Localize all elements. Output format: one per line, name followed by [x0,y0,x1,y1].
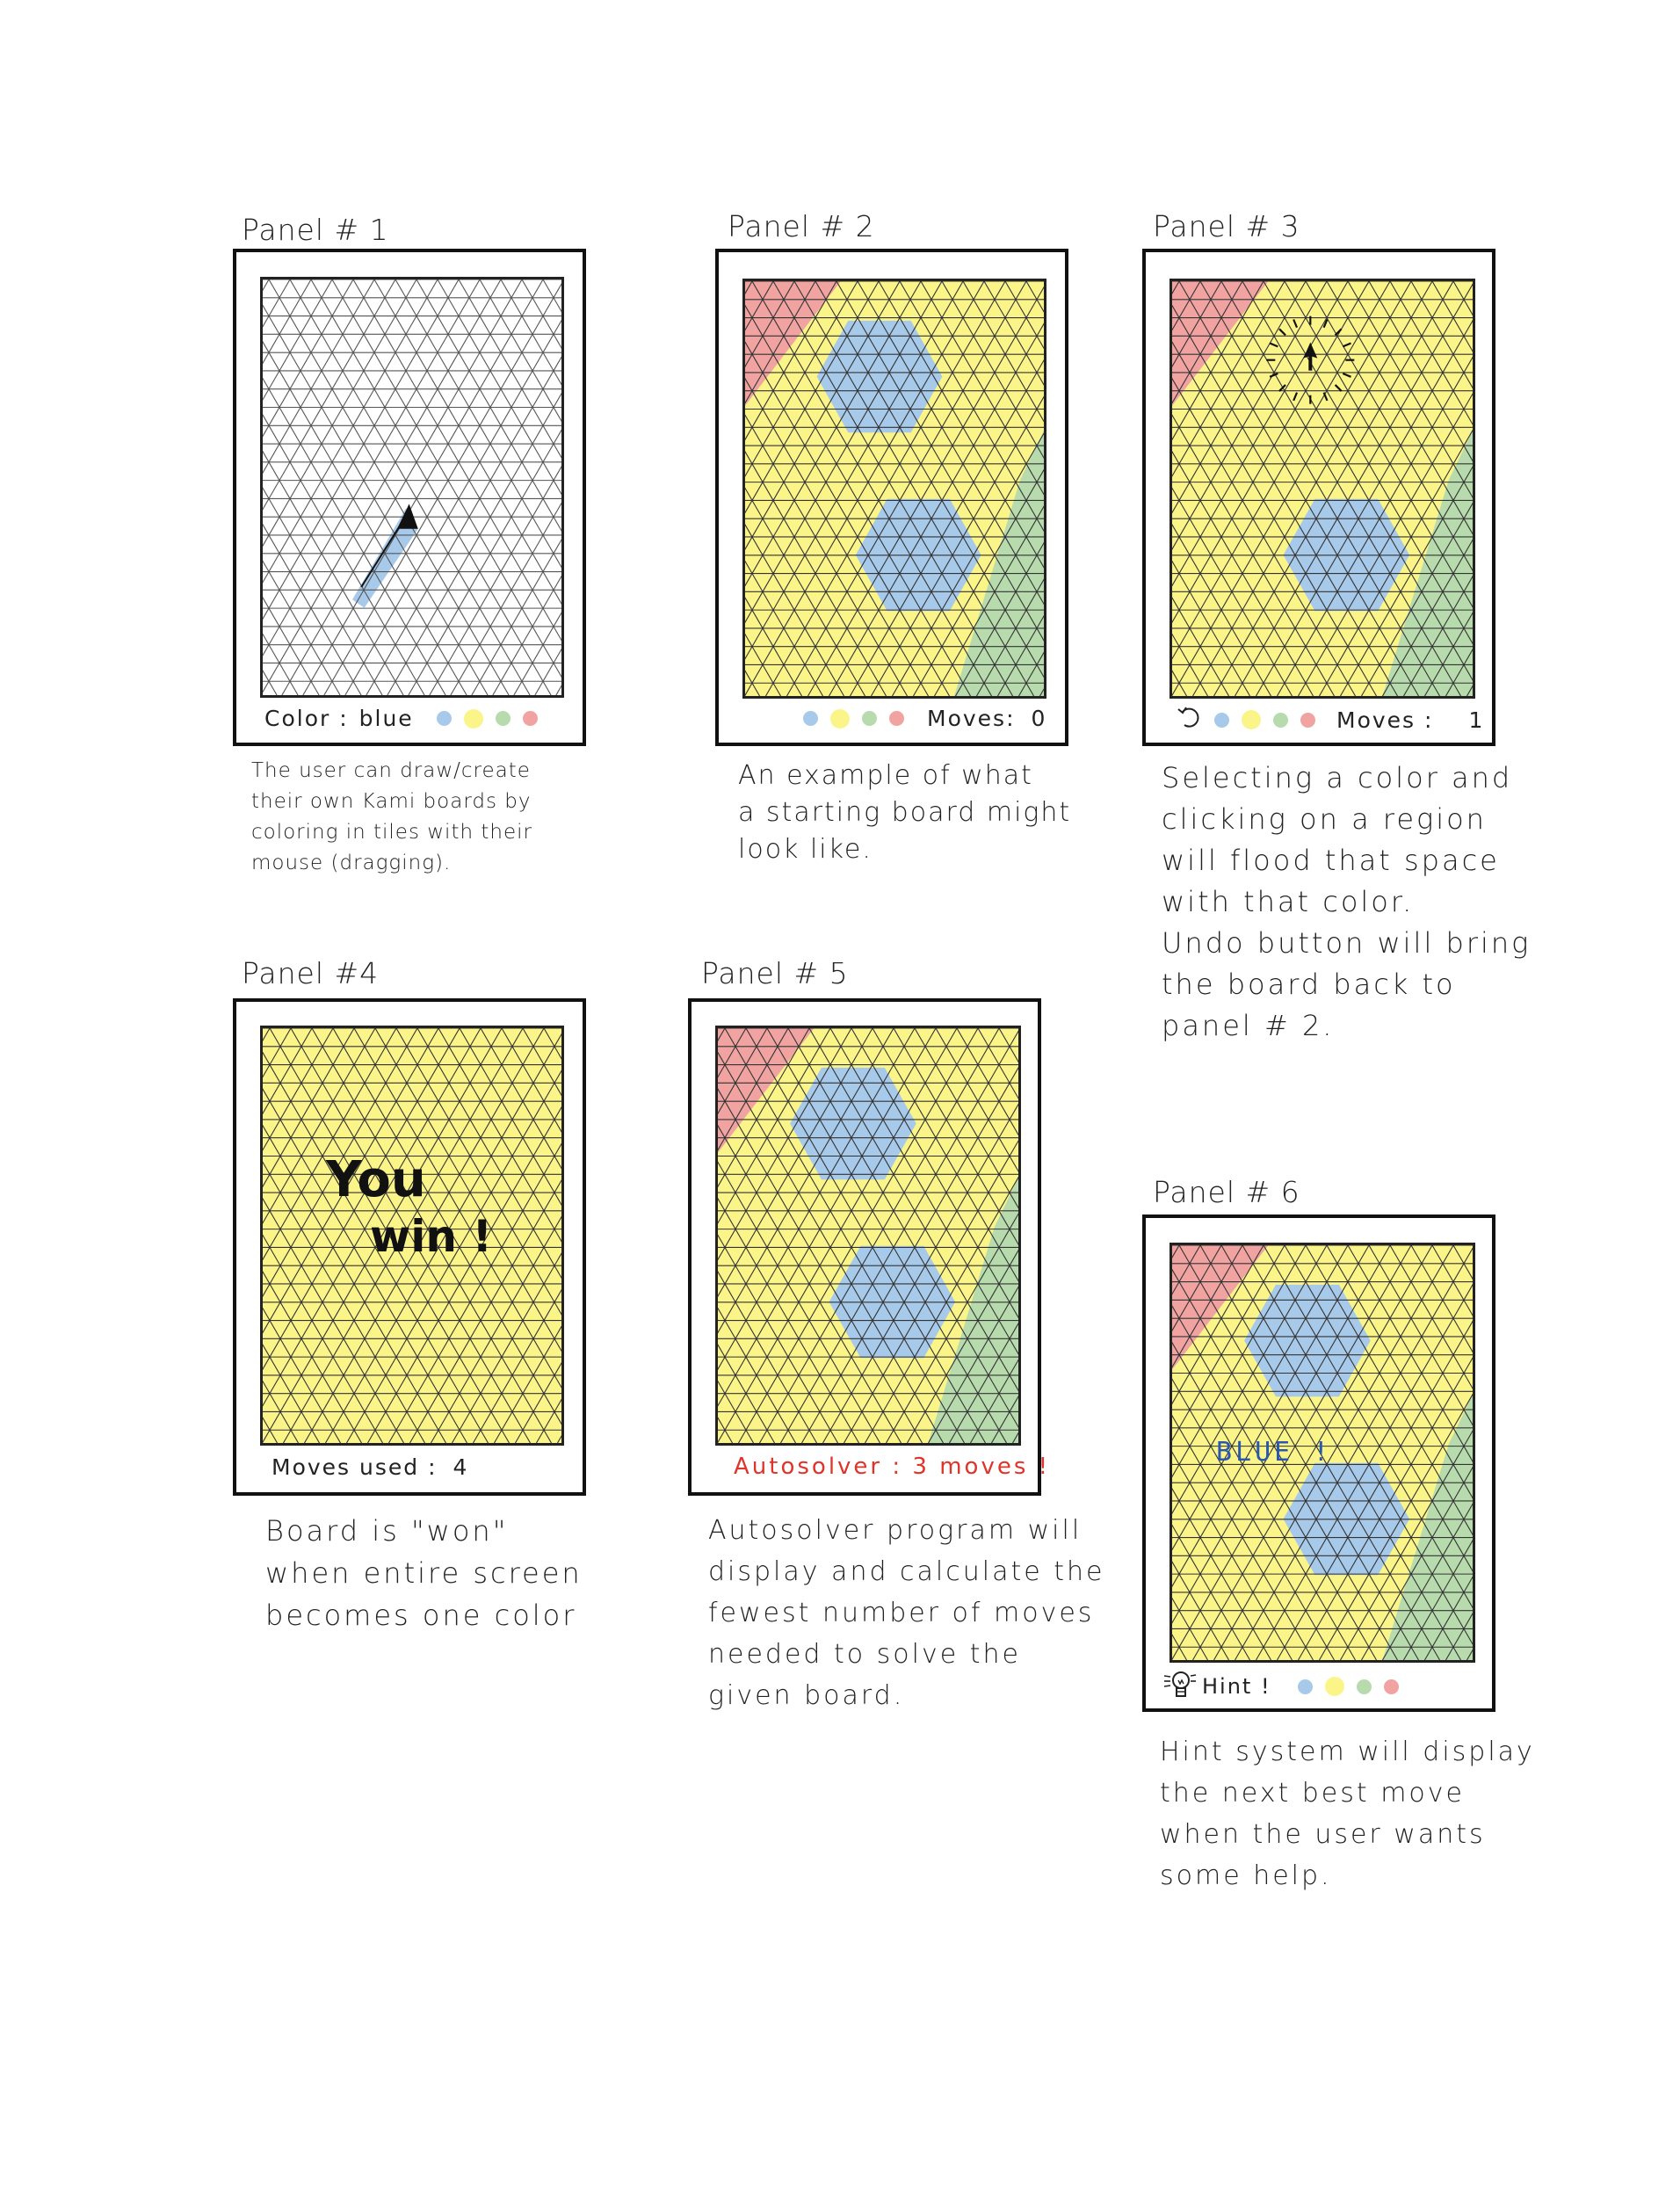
panel-5-title: Panel # 5 [701,956,849,990]
panel-1-frame: Color : blue [233,249,586,746]
palette-green-dot[interactable] [862,711,877,726]
panel-2-frame: Moves: 0 [715,249,1068,746]
board-canvas[interactable] [745,281,1044,696]
panel-4-title: Panel #4 [242,956,380,990]
panel-5-frame: Autosolver : 3 moves ! [688,998,1047,1496]
panel-2-moves-bar: Moves: 0 [803,706,1046,731]
blue-hexagon-top [790,1067,916,1180]
board-canvas[interactable] [1172,1245,1473,1660]
palette-yellow-dot[interactable] [830,708,850,729]
palette-blue-dot[interactable] [1214,712,1229,728]
lightbulb-icon[interactable] [1163,1668,1197,1705]
panel-2-caption: An example of what a starting board migh… [738,760,1072,865]
board-canvas[interactable] [718,1028,1018,1443]
panel-5-autosolver-bar: Autosolver : 3 moves ! [734,1454,1050,1480]
panel-4-moves-bar: Moves used : 4 [272,1454,468,1480]
palette-green-dot[interactable] [1356,1679,1372,1694]
palette-red-dot[interactable] [1383,1679,1399,1694]
board-canvas[interactable] [1172,281,1473,696]
panel-1-title: Panel # 1 [242,213,389,247]
panel-5-caption: Autosolver program will display and calc… [708,1515,1105,1711]
moves-label: Moves : [1336,707,1434,733]
panel-3-title: Panel # 3 [1153,209,1300,243]
cursor-arrow-icon [397,504,418,529]
moves-count: 1 [1468,707,1485,733]
board-background [263,279,561,695]
panel-6-title: Panel # 6 [1153,1175,1300,1209]
panel-6-caption: Hint system will display the next best m… [1160,1737,1535,1891]
palette-yellow-dot[interactable] [1324,1677,1344,1696]
board-canvas[interactable] [263,1028,561,1443]
painted-tiles [352,508,418,608]
panel-4-frame: You win ! Moves used : 4 [233,998,586,1496]
undo-icon[interactable] [1176,706,1204,734]
palette-blue-dot[interactable] [436,711,452,726]
palette-red-dot[interactable] [889,711,904,726]
board-canvas[interactable] [263,279,561,695]
cursor-arrow-icon [1303,342,1318,371]
color-label: Color : [264,706,349,731]
hint-blue-text: BLUE ! [1216,1437,1333,1468]
panel-1-color-bar: Color : blue [264,706,550,731]
panel-6-board[interactable]: BLUE ! [1169,1243,1475,1663]
blue-hexagon-top [1244,1284,1371,1397]
palette-blue-dot[interactable] [1297,1679,1313,1694]
panel-5-board[interactable] [715,1026,1021,1446]
green-region [1382,430,1473,696]
green-region [928,1177,1018,1443]
panel-6-frame: BLUE ! Hint ! [1142,1215,1495,1712]
drag-stroke [360,519,404,588]
palette-red-dot[interactable] [522,711,538,726]
panel-2-board[interactable] [742,279,1046,699]
win-text-you: You [326,1151,426,1208]
red-region [1172,281,1269,406]
moves-used-count: 4 [453,1454,469,1480]
palette-red-dot[interactable] [1300,712,1315,728]
panel-6-hint-bar: Hint ! [1163,1668,1411,1705]
win-text-win: win ! [370,1211,493,1262]
panel-3-moves-bar: Moves : 1 [1176,706,1484,734]
click-burst-icon [1266,315,1355,404]
hint-label[interactable]: Hint ! [1202,1674,1271,1699]
moves-label: Moves: [927,706,1016,731]
palette-green-dot[interactable] [495,711,511,726]
color-value: blue [358,706,414,731]
moves-count: 0 [1031,706,1047,731]
palette-yellow-dot[interactable] [1242,710,1261,729]
panel-3-frame: Moves : 1 [1142,249,1495,746]
panel-4-board[interactable]: You win ! [260,1026,564,1446]
panel-1-caption: The user can draw/create their own Kami … [251,759,532,874]
panel-1-board[interactable] [260,277,564,698]
green-region [1382,1394,1473,1660]
autosolver-text: Autosolver : 3 moves ! [734,1454,1051,1480]
palette-yellow-dot[interactable] [463,708,483,729]
palette-green-dot[interactable] [1273,712,1288,728]
panel-2-title: Panel # 2 [728,209,875,243]
panel-4-caption: Board is "won" when entire screen become… [265,1514,583,1632]
palette-blue-dot[interactable] [803,711,818,726]
panel-3-caption: Selecting a color and clicking on a regi… [1162,761,1532,1042]
blue-hexagon-top [816,320,943,433]
panel-3-board[interactable] [1169,279,1475,699]
moves-used-label: Moves used : [272,1454,438,1480]
